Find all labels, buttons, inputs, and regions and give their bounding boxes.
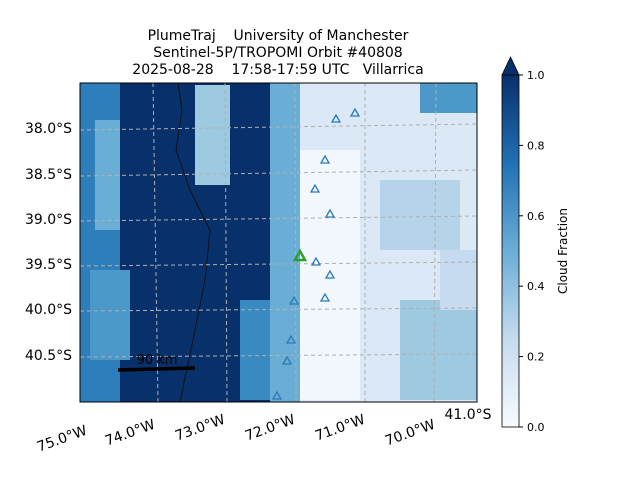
lon-labels: 75.0°W 74.0°W 73.0°W 72.0°W 71.0°W 70.0°W xyxy=(35,412,437,456)
colorbar-tick-label: 0.0 xyxy=(527,421,545,434)
colorbar-tick-label: 0.8 xyxy=(527,139,545,152)
corner-label: 41.0°S xyxy=(444,407,491,423)
title-line: 2025-08-28 17:58-17:59 UTC Villarrica xyxy=(132,62,423,78)
colorbar-tick-label: 1.0 xyxy=(527,69,545,82)
map-frame xyxy=(79,82,478,403)
colorbar-tick-label: 0.4 xyxy=(527,280,545,293)
colorbar: 0.0 0.2 0.4 0.6 0.8 1.0 Cloud Fraction xyxy=(501,56,570,434)
cloud-field xyxy=(80,83,477,402)
colorbar-tick-label: 0.6 xyxy=(527,210,545,223)
lon-label: 71.0°W xyxy=(313,412,367,445)
lat-label: 39.5°S xyxy=(25,257,72,273)
lat-label: 40.0°S xyxy=(25,302,72,318)
lat-label: 40.5°S xyxy=(25,348,72,364)
title: PlumeTraj University of Manchester Senti… xyxy=(132,28,423,78)
lon-label: 72.0°W xyxy=(243,412,297,445)
lat-label: 38.0°S xyxy=(25,121,72,137)
colorbar-label: Cloud Fraction xyxy=(556,208,570,294)
scale-label: 90 km xyxy=(137,353,178,368)
lon-label: 74.0°W xyxy=(103,417,157,450)
title-line: Sentinel-5P/TROPOMI Orbit #40808 xyxy=(153,45,402,61)
lon-label: 70.0°W xyxy=(383,417,437,450)
target-volcano xyxy=(292,248,308,262)
lat-labels: 38.0°S 38.5°S 39.0°S 39.5°S 40.0°S 40.5°S xyxy=(25,121,72,364)
lat-label: 39.0°S xyxy=(25,212,72,228)
lat-label: 38.5°S xyxy=(25,167,72,183)
colorbar-tick-label: 0.2 xyxy=(527,351,545,364)
graticule xyxy=(79,82,478,403)
lon-label: 73.0°W xyxy=(173,412,227,445)
vent-markers xyxy=(271,107,361,400)
title-line: PlumeTraj University of Manchester xyxy=(148,28,409,44)
scale-bar: 90 km xyxy=(117,353,196,372)
lon-label: 75.0°W xyxy=(35,423,89,456)
